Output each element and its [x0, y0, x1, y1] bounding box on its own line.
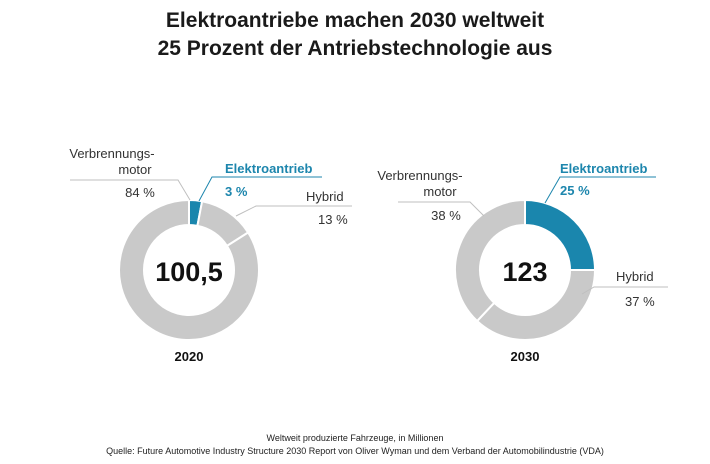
footer-note: Weltweit produzierte Fahrzeuge, in Milli… [266, 433, 444, 443]
donut-chart-2030: 123 2030 Verbrennungs- motor 38 % Elektr… [377, 161, 668, 364]
leader-line-elektro-2030 [544, 176, 656, 204]
donut-slice-verbrennungs-2030 [454, 198, 526, 323]
donut-slice-verbrennungs-2020 [118, 198, 260, 341]
year-label-2030: 2030 [511, 349, 540, 364]
slice-label-verbrenner-2030-line1: Verbrennungs- [377, 168, 462, 183]
donut-slices-2030 [454, 198, 597, 341]
chart-title-line-2: 25 Prozent der Antriebstechnologie aus [157, 37, 553, 60]
leader-line-verbrenner-2030 [398, 201, 485, 217]
slice-value-verbrenner-2030: 38 % [431, 208, 461, 223]
footer-source: Quelle: Future Automotive Industry Struc… [106, 446, 604, 456]
slice-value-hybrid-2030: 37 % [625, 294, 655, 309]
chart-title-line-1: Elektroantriebe machen 2030 weltweit [165, 9, 545, 32]
donut-slice-hybrid-2030 [475, 269, 597, 341]
leader-line-hybrid-2020 [235, 205, 352, 217]
donut-chart-2020: 100,5 2020 Verbrennungs- motor 84 % Elek… [69, 146, 352, 364]
slice-label-verbrenner-2020-line2: motor [118, 162, 152, 177]
slice-value-verbrenner-2020: 84 % [125, 185, 155, 200]
slice-label-hybrid-2020: Hybrid [306, 189, 344, 204]
leader-line-elektro-2020 [198, 176, 322, 202]
slice-value-hybrid-2020: 13 % [318, 212, 348, 227]
slice-value-elektro-2030: 25 % [560, 183, 590, 198]
donut-slices-2020 [118, 198, 260, 341]
slice-label-elektro-2020: Elektroantrieb [225, 161, 312, 176]
slice-value-elektro-2020: 3 % [225, 184, 248, 199]
year-label-2020: 2020 [175, 349, 204, 364]
slice-label-elektro-2030: Elektroantrieb [560, 161, 647, 176]
slice-label-hybrid-2030: Hybrid [616, 269, 654, 284]
leader-line-hybrid-2030 [581, 286, 668, 295]
leader-line-verbrenner-2020 [70, 179, 191, 201]
center-value-2020: 100,5 [155, 257, 223, 287]
slice-label-verbrenner-2030-line2: motor [423, 184, 457, 199]
center-value-2030: 123 [502, 257, 547, 287]
slice-label-verbrenner-2020-line1: Verbrennungs- [69, 146, 154, 161]
